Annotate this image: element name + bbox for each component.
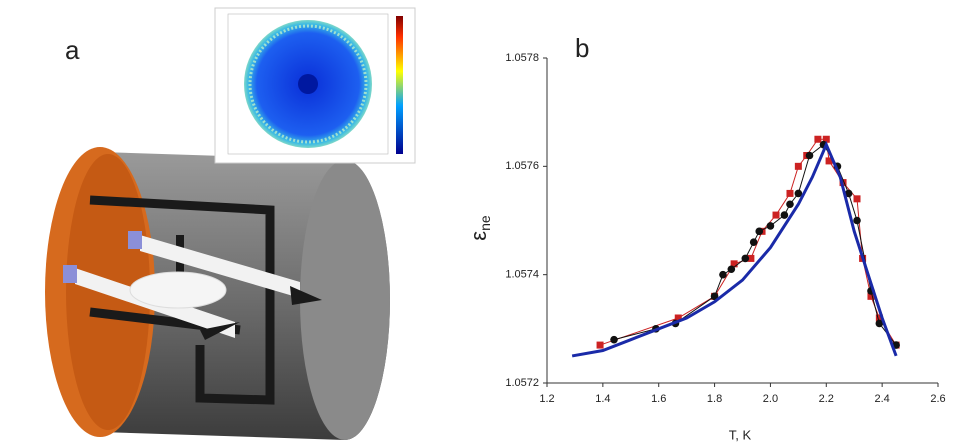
- data-point: [750, 238, 758, 246]
- x-tick-label: 2.4: [874, 393, 889, 405]
- panel-label: a: [65, 35, 80, 65]
- y-axis-subscript: ne: [477, 215, 493, 231]
- data-point: [795, 163, 802, 170]
- data-point: [610, 336, 618, 344]
- x-tick-label: 1.4: [595, 393, 610, 405]
- inset-field-map: [215, 8, 415, 163]
- y-tick-label: 1.0576: [505, 160, 539, 172]
- data-point: [854, 195, 861, 202]
- data-point: [728, 265, 736, 273]
- x-tick-label: 2.6: [930, 393, 945, 405]
- y-axis-symbol: ε: [466, 231, 491, 241]
- data-point: [741, 255, 749, 263]
- y-tick-label: 1.0574: [505, 269, 539, 281]
- x-axis-label: T, K: [729, 427, 752, 442]
- x-tick-label: 2.0: [763, 393, 778, 405]
- data-point: [773, 212, 780, 219]
- data-point: [853, 217, 861, 225]
- data-point: [814, 136, 821, 143]
- series-line: [600, 139, 896, 345]
- data-point: [719, 271, 727, 279]
- data-point: [786, 200, 794, 208]
- y-tick-label: 1.0572: [505, 377, 539, 389]
- data-point: [755, 228, 763, 236]
- x-tick-label: 2.2: [819, 393, 834, 405]
- x-tick-label: 1.8: [707, 393, 722, 405]
- data-point: [597, 342, 604, 349]
- apparatus-drawing: [45, 147, 390, 440]
- x-tick-label: 1.6: [651, 393, 666, 405]
- data-point: [781, 211, 789, 219]
- panel-label: b: [575, 33, 589, 63]
- y-axis-label: εne: [466, 215, 493, 241]
- x-tick-label: 1.2: [539, 393, 554, 405]
- data-point: [806, 152, 814, 160]
- series-line: [572, 145, 896, 356]
- data-point: [767, 222, 775, 230]
- figure: a b T, K εne 1.2 1.4 1.6 1.8 2.0 2.2 2.4 2.6 1.0…: [0, 0, 953, 445]
- data-point: [786, 190, 793, 197]
- y-tick-label: 1.0578: [505, 52, 539, 64]
